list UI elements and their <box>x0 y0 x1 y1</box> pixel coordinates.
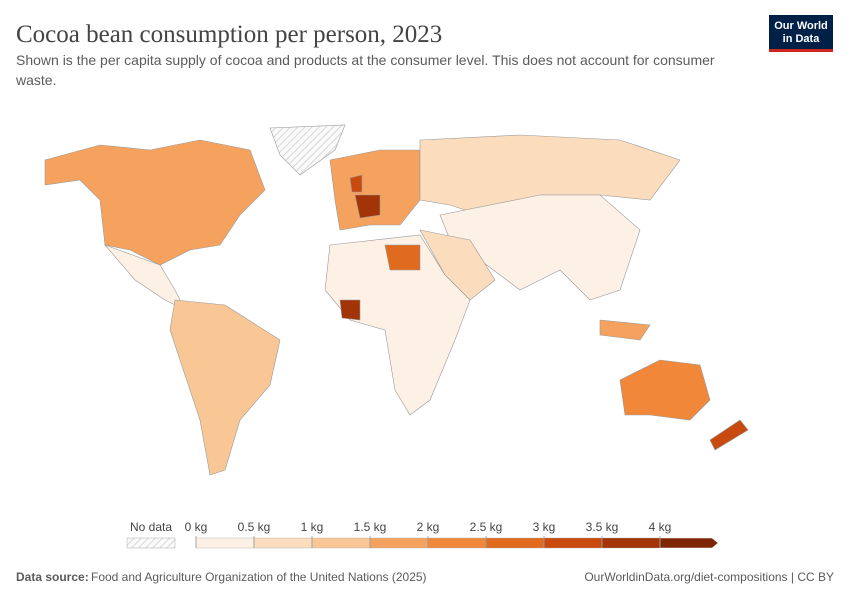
country[interactable] <box>599 319 651 341</box>
legend-label: 2.5 kg <box>470 520 503 534</box>
country[interactable] <box>419 229 496 301</box>
logo-bar <box>769 49 833 52</box>
country[interactable] <box>339 299 361 321</box>
legend-swatch <box>543 537 603 549</box>
no-data-swatch <box>126 537 176 549</box>
country[interactable] <box>709 419 749 451</box>
source-label: Data source: <box>16 570 89 584</box>
source-link[interactable]: OurWorldinData.org/diet-compositions | C… <box>584 570 834 584</box>
legend-label: 0.5 kg <box>238 520 271 534</box>
no-data-label: No data <box>130 520 172 534</box>
title: Cocoa bean consumption per person, 2023 <box>16 21 442 48</box>
legend-swatch <box>659 537 719 549</box>
country[interactable] <box>269 124 346 176</box>
logo-bg <box>769 15 833 51</box>
world-map <box>44 124 749 476</box>
legend-swatch <box>369 537 429 549</box>
logo-text: Our World <box>774 20 828 32</box>
legend-label: 4 kg <box>649 520 672 534</box>
legend-label: 3 kg <box>533 520 556 534</box>
country[interactable] <box>169 299 281 476</box>
legend-swatch <box>253 537 313 549</box>
country[interactable] <box>329 149 421 231</box>
legend-swatch <box>311 537 371 549</box>
legend: No data 0 kg 0.5 kg 1 kg 1.5 kg 2 kg 2.5 kg 3 … <box>126 520 719 549</box>
logo[interactable]: Our World in Data <box>769 15 833 52</box>
country[interactable] <box>354 194 381 219</box>
legend-label: 3.5 kg <box>586 520 619 534</box>
legend-swatch <box>195 537 255 549</box>
legend-label: 0 kg <box>185 520 208 534</box>
country[interactable] <box>44 139 266 266</box>
logo-text: in Data <box>783 33 821 45</box>
legend-label: 1 kg <box>301 520 324 534</box>
legend-swatch <box>427 537 487 549</box>
legend-swatch <box>601 537 661 549</box>
legend-label: 1.5 kg <box>354 520 387 534</box>
country[interactable] <box>619 359 711 421</box>
legend-label: 2 kg <box>417 520 440 534</box>
country[interactable] <box>384 244 421 271</box>
subtitle: Shown is the per capita supply of cocoa … <box>16 52 715 88</box>
source: Food and Agriculture Organization of the… <box>91 570 427 584</box>
legend-swatch <box>485 537 545 549</box>
subtitle-box: Shown is the per capita supply of cocoa … <box>16 52 715 88</box>
country[interactable] <box>349 174 363 193</box>
